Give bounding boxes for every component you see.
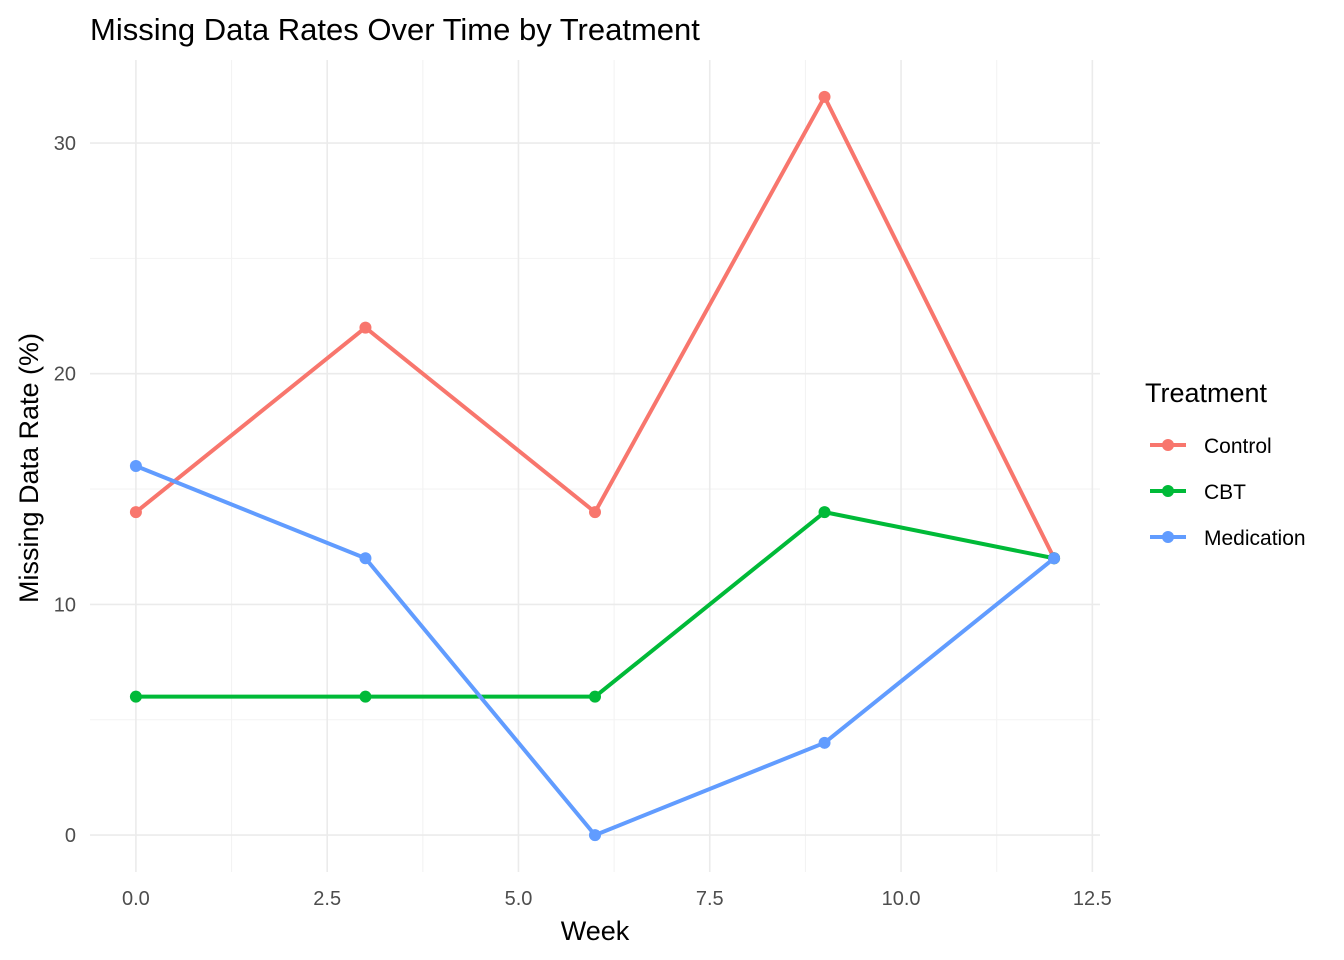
y-tick-label: 0	[65, 825, 76, 847]
legend-key-point	[1162, 439, 1174, 451]
data-point-control	[129, 506, 142, 519]
data-point-medication	[818, 736, 831, 749]
data-point-medication	[359, 552, 372, 565]
legend: Treatment Control CBT Medication	[1145, 378, 1306, 550]
series-layer	[129, 90, 1061, 842]
y-tick-label: 10	[54, 594, 76, 616]
legend-label: Control	[1204, 435, 1272, 458]
data-point-control	[359, 321, 372, 334]
legend-key-point	[1162, 485, 1174, 497]
series-line-medication	[135, 464, 1056, 838]
x-axis-ticks: 0.0 2.5 5.0 7.5 10.0 12.5	[122, 888, 1112, 910]
data-point-control	[818, 90, 831, 103]
data-point-cbt	[589, 690, 601, 703]
x-tick-label: 7.5	[696, 888, 724, 910]
x-tick-label: 2.5	[313, 888, 341, 910]
data-point-cbt	[818, 506, 831, 519]
grid	[90, 60, 1100, 872]
x-tick-label: 5.0	[505, 888, 533, 910]
series-medication	[129, 460, 1061, 842]
y-axis-title: Missing Data Rate (%)	[14, 333, 44, 603]
data-point-medication	[589, 829, 601, 842]
legend-key-point	[1162, 531, 1174, 543]
data-point-medication	[1048, 552, 1061, 565]
legend-title: Treatment	[1145, 378, 1268, 408]
data-point-cbt	[359, 690, 372, 703]
data-point-control	[589, 506, 601, 519]
legend-label: Medication	[1204, 527, 1306, 550]
chart-title: Missing Data Rates Over Time by Treatmen…	[90, 12, 700, 47]
x-tick-label: 12.5	[1073, 888, 1112, 910]
data-point-medication	[129, 460, 142, 472]
legend-item-medication: Medication	[1150, 527, 1306, 550]
x-axis-title: Week	[561, 916, 630, 946]
series-control	[129, 90, 1061, 565]
y-tick-label: 30	[54, 133, 76, 155]
y-tick-label: 20	[54, 364, 76, 386]
legend-items: Control CBT Medication	[1150, 435, 1306, 550]
legend-label: CBT	[1204, 481, 1246, 504]
x-tick-label: 0.0	[122, 888, 150, 910]
legend-item-cbt: CBT	[1150, 481, 1246, 504]
y-axis-ticks: 0 10 20 30	[54, 133, 76, 847]
data-point-cbt	[129, 690, 142, 703]
x-tick-label: 10.0	[882, 888, 921, 910]
legend-item-control: Control	[1150, 435, 1272, 458]
